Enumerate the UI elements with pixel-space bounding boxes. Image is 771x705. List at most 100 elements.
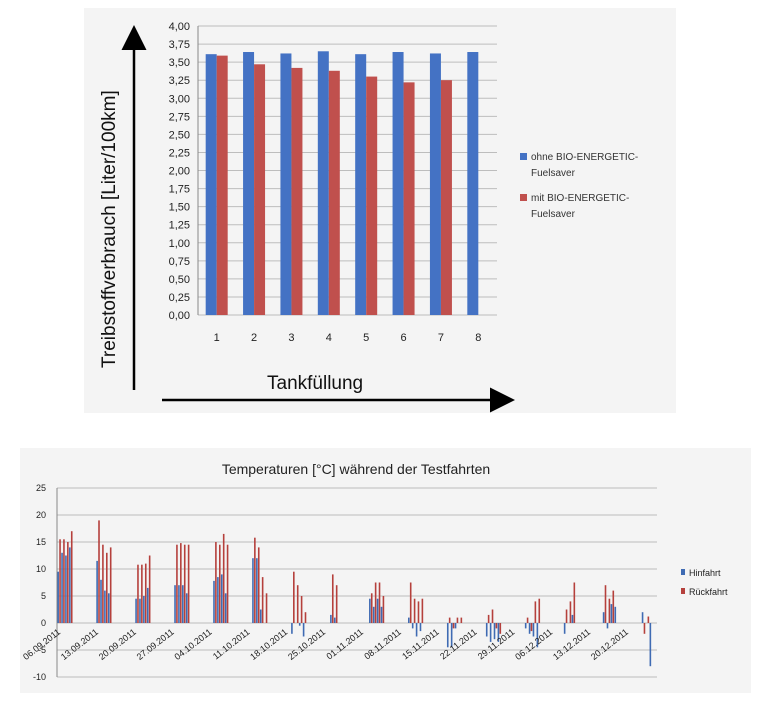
fuel-bar <box>328 70 340 315</box>
temperature-bar <box>63 539 65 623</box>
temperature-bar <box>104 590 106 623</box>
fuel-chart-y-axis-label: Treibstoffverbrauch [Liter/100km] <box>99 90 120 368</box>
temperature-bar <box>252 558 254 623</box>
temperature-bar <box>407 617 410 623</box>
fuel-bar <box>440 80 452 315</box>
temperature-bar <box>300 596 303 623</box>
temperature-y-tick-label: -10 <box>33 672 46 682</box>
temperature-bar <box>573 582 576 623</box>
temperature-bar <box>254 537 256 623</box>
temperature-bar <box>100 579 102 623</box>
temperature-x-tick-label: 27.09.2011 <box>135 627 176 662</box>
temperature-bar <box>415 623 418 637</box>
temperature-bar <box>369 598 371 623</box>
fuel-y-tick-label: 1,75 <box>169 184 190 196</box>
temperature-bar <box>109 547 112 623</box>
temperature-bar <box>376 598 379 623</box>
temperature-x-tick-label: 11.10.2011 <box>211 627 252 662</box>
temperature-bar <box>302 623 305 637</box>
temperature-chart-legend: Hinfahrt Rückfahrt <box>681 568 728 597</box>
temperature-bar <box>614 606 617 623</box>
fuel-bar <box>403 82 415 315</box>
temperature-x-tick-label: 13.12.2011 <box>551 627 592 662</box>
fuel-y-tick-label: 2,75 <box>169 111 190 123</box>
temperature-x-tick-label: 08.11.2011 <box>362 627 403 662</box>
fuel-chart-gridlines <box>197 25 497 316</box>
temperature-bar <box>380 606 383 623</box>
fuel-x-tick-label: 6 <box>401 332 407 344</box>
fuel-x-tick-label: 2 <box>251 332 257 344</box>
temperature-bar <box>69 547 71 623</box>
temperature-x-tick-label: 06.09.2011 <box>21 627 62 662</box>
temperature-chart-bars <box>57 520 652 667</box>
fuel-chart-x-ticks: 1 2 3 4 5 6 7 8 <box>214 332 482 344</box>
temperature-bar <box>643 623 646 634</box>
fuel-chart-legend: ohne BIO-ENERGETIC- Fuelsaver mit BIO-EN… <box>520 152 638 220</box>
temperature-bar <box>174 585 176 623</box>
temperature-bar <box>96 560 98 623</box>
temperature-bar <box>497 623 500 642</box>
temperature-bar <box>526 617 529 623</box>
fuel-bar <box>317 51 329 315</box>
temperature-bar <box>220 574 223 623</box>
fuel-y-tick-label: 1,25 <box>169 220 190 232</box>
temperature-bar <box>183 544 186 623</box>
temperature-bar <box>382 596 385 623</box>
temperature-y-tick-label: 25 <box>36 483 46 493</box>
fuel-y-tick-label: 0,50 <box>169 274 190 286</box>
fuel-bar <box>254 64 266 315</box>
temperature-bar <box>143 596 145 623</box>
fuel-bar <box>392 52 404 315</box>
temperature-bar <box>213 580 215 623</box>
temperature-bar <box>144 563 147 623</box>
temperature-bar <box>489 623 492 642</box>
fuel-y-tick-label: 0,00 <box>169 310 190 322</box>
temperature-bar <box>499 623 502 634</box>
temperature-bar <box>187 544 190 623</box>
temperature-chart-x-ticks: 06.09.201113.09.201120.09.201127.09.2011… <box>21 627 630 662</box>
temperature-bar <box>370 593 373 623</box>
temperature-bar <box>563 623 566 634</box>
temperature-bar <box>67 542 69 623</box>
fuel-bar <box>280 53 292 316</box>
temperature-chart-gridlines <box>56 487 657 678</box>
temperature-bar <box>524 623 527 629</box>
temperature-bar <box>413 598 416 623</box>
temperature-bar <box>421 598 424 623</box>
temperature-bar <box>493 623 496 640</box>
fuel-y-tick-label: 3,25 <box>169 75 190 87</box>
temperature-bar <box>335 585 338 623</box>
legend-swatch-hinfahrt <box>681 569 685 575</box>
temperature-bar <box>217 577 219 623</box>
temperature-bar <box>456 617 459 623</box>
temperature-x-tick-label: 29.11.2011 <box>476 627 517 662</box>
fuel-x-tick-label: 4 <box>326 332 332 344</box>
fuel-chart-y-ticks: 0,00 0,25 0,50 0,75 1,00 1,25 1,50 1,75 2,00 2,25… <box>169 21 190 322</box>
temperature-y-tick-label: 15 <box>36 537 46 547</box>
fuel-y-tick-label: 2,00 <box>169 166 190 178</box>
temperature-bar <box>291 623 293 634</box>
temperature-bar <box>59 539 61 623</box>
temperature-bar <box>226 544 229 623</box>
temperature-bar <box>304 612 307 623</box>
temperature-x-tick-label: 22.11.2011 <box>438 627 479 662</box>
temperature-bar <box>571 614 574 623</box>
temperature-bar <box>261 577 264 623</box>
temperature-bar <box>528 623 531 634</box>
temperature-bar <box>70 531 73 623</box>
fuel-x-tick-label: 5 <box>363 332 369 344</box>
temperature-bar <box>215 542 217 623</box>
temperature-bar <box>649 623 652 667</box>
temperature-bar <box>102 544 104 623</box>
temperature-bar <box>565 609 568 623</box>
temperature-y-tick-label: 0 <box>41 618 46 628</box>
fuel-bar <box>216 55 228 316</box>
temperature-bar <box>536 623 539 648</box>
temperature-bar <box>487 614 490 623</box>
temperature-x-tick-label: 20.09.2011 <box>97 627 138 662</box>
legend-swatch-mit <box>520 194 527 201</box>
temperature-bar <box>450 623 453 648</box>
temperature-bar <box>491 609 494 623</box>
temperature-bar <box>178 585 180 623</box>
temperature-x-tick-label: 15.11.2011 <box>400 627 441 662</box>
